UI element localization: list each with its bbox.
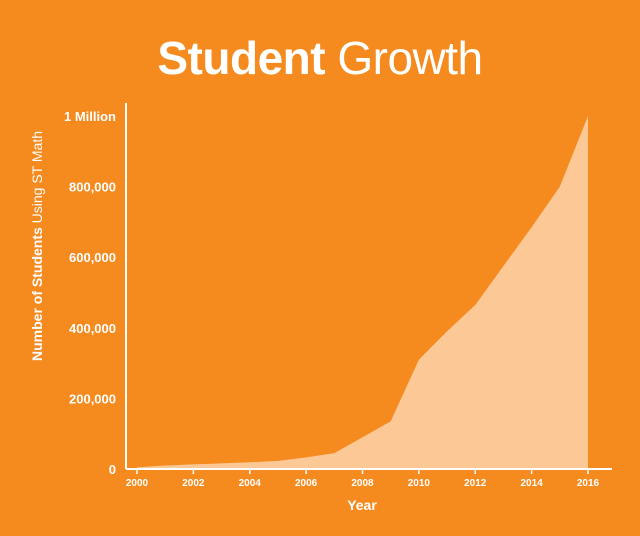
x-tick-label: 2004 [239,478,262,489]
data-point-2003 [219,460,225,466]
data-point-2011 [444,328,450,334]
data-point-2013 [500,263,506,269]
data-point-2001 [162,463,168,469]
y-tick-label: 600,000 [69,250,116,265]
y-axis-label: Number of Students Using ST Math [29,131,45,361]
x-ticks: 2000 2002 2004 2006 2008 2010 2012 2014 2016 [126,469,600,489]
data-point-2014 [529,224,535,230]
chart-title-light: Growth [337,32,483,84]
y-axis-label-light: Using ST Math [29,131,45,223]
chart-title-bold: Student [157,32,326,84]
x-tick-label: 2014 [521,478,544,489]
data-point-2006 [303,454,309,460]
y-tick-label: 1 Million [64,109,116,124]
data-point-2009 [388,418,394,424]
y-tick-label: 200,000 [69,391,116,406]
x-tick-label: 2012 [464,478,487,489]
data-point-2004 [247,459,253,465]
data-point-2002 [190,461,196,467]
x-tick-label: 2000 [126,478,149,489]
x-tick-label: 2008 [351,478,374,489]
x-tick-label: 2010 [408,478,431,489]
data-point-2015 [557,184,563,190]
data-point-2012 [472,302,478,308]
data-point-2016 [585,113,591,119]
y-ticks: 0 200,000 400,000 600,000 800,000 1 Million [64,109,116,477]
y-axis-label-bold: Number of Students [29,227,45,361]
x-tick-label: 2016 [577,478,600,489]
y-tick-label: 800,000 [69,180,116,195]
data-point-2010 [416,357,422,363]
y-tick-label: 400,000 [69,321,116,336]
x-axis-label: Year [347,497,377,513]
x-tick-label: 2002 [182,478,205,489]
y-tick-label: 0 [109,462,116,477]
data-point-2005 [275,458,281,464]
chart-title: Student Growth [0,30,640,86]
data-point-2008 [360,434,366,440]
data-point-2007 [331,450,337,456]
area-series [137,116,588,469]
x-tick-label: 2006 [295,478,318,489]
